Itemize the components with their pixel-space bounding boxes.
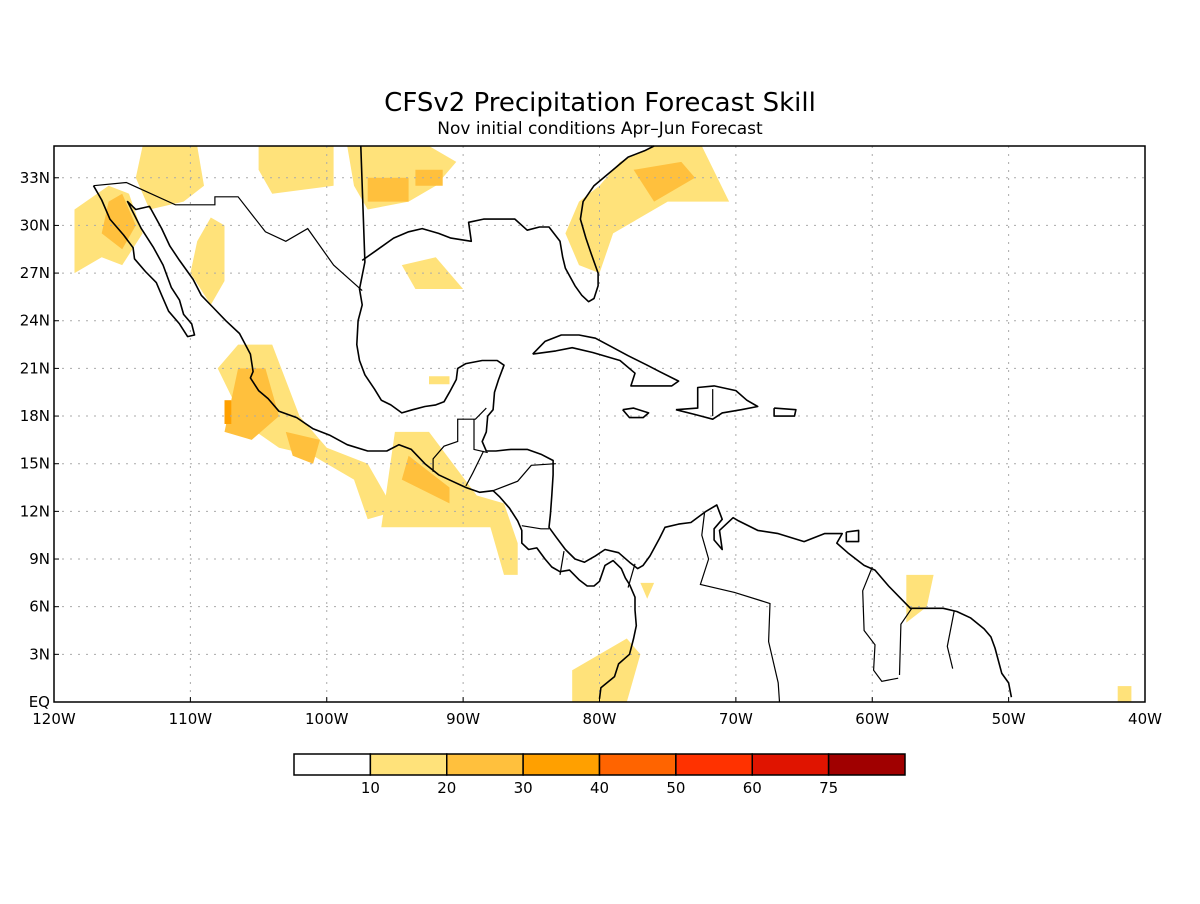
skill-region bbox=[415, 169, 443, 186]
coastlines bbox=[92, 145, 1013, 703]
political-border bbox=[898, 607, 913, 676]
coastline bbox=[675, 385, 759, 420]
skill-region bbox=[285, 431, 320, 464]
skill-region bbox=[906, 574, 934, 623]
legend-swatch bbox=[522, 753, 601, 776]
skill-shading bbox=[74, 146, 1132, 702]
skill-region bbox=[258, 146, 334, 194]
political-border bbox=[559, 551, 565, 575]
legend-swatch bbox=[675, 753, 753, 776]
legend-swatch bbox=[598, 753, 677, 776]
skill-region bbox=[190, 217, 225, 305]
lat-tick-label: 33N bbox=[20, 169, 50, 187]
axis-ticks: 120W 110W 100W 90W 80W 70W 60W 50W 40W EQ 3N 6N 9N 12… bbox=[20, 169, 1162, 728]
lon-tick-label: 90W bbox=[446, 710, 480, 728]
skill-region bbox=[401, 455, 450, 504]
skill-region bbox=[565, 146, 730, 274]
legend-label: 75 bbox=[819, 779, 838, 797]
map-subtitle: Nov initial conditions Apr–Jun Forecast bbox=[437, 119, 763, 139]
political-border bbox=[699, 512, 781, 703]
coastline bbox=[356, 145, 1013, 698]
skill-region bbox=[101, 193, 136, 250]
lat-tick-label: 3N bbox=[29, 645, 50, 663]
lat-tick-label: 9N bbox=[29, 550, 50, 568]
legend-label: 30 bbox=[514, 779, 533, 797]
lat-tick-label: 27N bbox=[20, 264, 50, 282]
political-border bbox=[627, 563, 636, 588]
lon-tick-label: 40W bbox=[1128, 710, 1162, 728]
legend-swatch bbox=[369, 753, 448, 776]
political-border bbox=[521, 525, 549, 530]
legend-swatch bbox=[446, 753, 524, 776]
coastline bbox=[532, 334, 680, 387]
skill-region bbox=[633, 161, 695, 202]
skill-region bbox=[429, 376, 450, 385]
political-border bbox=[492, 463, 556, 492]
lat-tick-label: 12N bbox=[20, 502, 50, 520]
legend-label: 40 bbox=[590, 779, 609, 797]
lon-tick-label: 120W bbox=[32, 710, 76, 728]
political-border bbox=[432, 407, 487, 472]
lat-tick-label: 30N bbox=[20, 216, 50, 234]
coastline bbox=[361, 145, 655, 303]
map-title: CFSv2 Precipitation Forecast Skill bbox=[384, 88, 816, 118]
legend-label: 10 bbox=[361, 779, 380, 797]
skill-region bbox=[640, 582, 655, 599]
color-bar-legend: 10 20 30 40 50 60 75 bbox=[293, 753, 906, 797]
skill-region bbox=[135, 146, 204, 210]
political-border bbox=[862, 566, 899, 682]
skill-region bbox=[381, 431, 518, 575]
skill-region bbox=[367, 177, 409, 202]
lat-tick-label: 18N bbox=[20, 407, 50, 425]
political-border bbox=[93, 181, 363, 292]
lon-tick-label: 100W bbox=[305, 710, 349, 728]
lat-tick-label: 15N bbox=[20, 455, 50, 473]
legend-swatch bbox=[293, 753, 372, 776]
lat-tick-label: EQ bbox=[29, 693, 50, 711]
lon-tick-label: 50W bbox=[992, 710, 1026, 728]
lon-tick-label: 70W bbox=[719, 710, 753, 728]
lat-tick-label: 24N bbox=[20, 312, 50, 330]
lon-tick-label: 80W bbox=[583, 710, 617, 728]
legend-label: 50 bbox=[666, 779, 685, 797]
graticule bbox=[54, 146, 1145, 702]
legend-swatch bbox=[751, 753, 830, 776]
political-border bbox=[946, 611, 955, 669]
lat-tick-label: 6N bbox=[29, 598, 50, 616]
lon-tick-label: 110W bbox=[169, 710, 213, 728]
coastline bbox=[773, 407, 797, 417]
coastline bbox=[92, 185, 638, 699]
coastline bbox=[622, 407, 650, 419]
legend-swatch bbox=[827, 753, 906, 776]
skill-region bbox=[224, 400, 232, 424]
political-border bbox=[465, 450, 485, 487]
skill-region bbox=[1117, 686, 1132, 702]
skill-region bbox=[224, 368, 279, 440]
legend-label: 60 bbox=[743, 779, 762, 797]
skill-region bbox=[572, 638, 641, 702]
lat-tick-label: 21N bbox=[20, 359, 50, 377]
lon-tick-label: 60W bbox=[855, 710, 889, 728]
skill-region bbox=[401, 257, 464, 289]
legend-label: 20 bbox=[437, 779, 456, 797]
coastline bbox=[845, 529, 860, 543]
